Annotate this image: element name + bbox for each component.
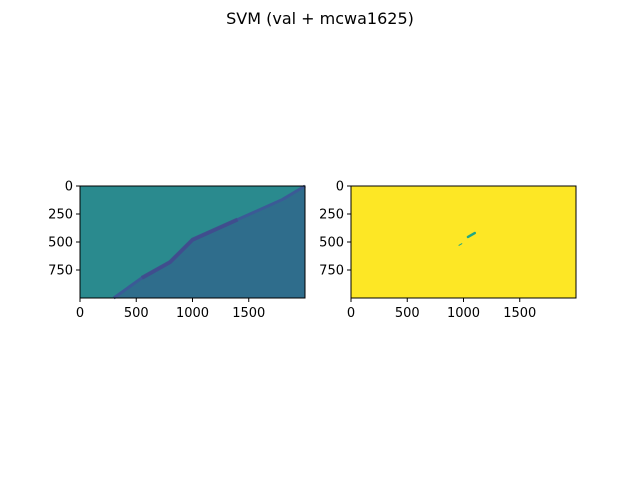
- left-y-tick-label: 250: [48, 208, 73, 223]
- right-y-tick-label: 750: [319, 264, 344, 279]
- right-y-tick-label: 250: [319, 208, 344, 223]
- right-heatmap-feature-segment: [466, 231, 476, 239]
- left-heatmap-region: [113, 186, 305, 298]
- right-heatmap-image: [351, 186, 576, 298]
- right-y-ticks: 0 250 500 750: [319, 180, 351, 279]
- right-y-tick-label: 0: [336, 180, 344, 195]
- right-heatmap-panel: 0 500 1000 1500 0 250 500 750: [319, 180, 577, 321]
- right-y-tick-label: 500: [319, 236, 344, 251]
- right-x-tick-label: 0: [347, 306, 355, 321]
- left-x-tick-label: 1500: [232, 306, 265, 321]
- right-x-tick-label: 1000: [447, 306, 480, 321]
- left-y-ticks: 0 250 500 750: [48, 180, 80, 279]
- right-x-ticks: 0 500 1000 1500: [347, 298, 536, 321]
- left-x-tick-label: 1000: [176, 306, 209, 321]
- left-heatmap-image: [80, 184, 306, 300]
- figure-title: SVM (val + mcwa1625): [226, 9, 414, 28]
- left-x-tick-label: 500: [124, 306, 149, 321]
- right-x-tick-label: 500: [395, 306, 420, 321]
- left-heatmap-panel: 0 500 1000 1500 0 250 500 750: [48, 180, 306, 321]
- left-x-tick-label: 0: [76, 306, 84, 321]
- right-heatmap-background: [351, 186, 576, 298]
- right-heatmap-feature-segment: [458, 243, 463, 246]
- left-y-tick-label: 500: [48, 236, 73, 251]
- left-x-ticks: 0 500 1000 1500: [76, 298, 265, 321]
- left-heatmap-feature-dark: [140, 217, 239, 280]
- left-y-tick-label: 0: [65, 180, 73, 195]
- left-y-tick-label: 750: [48, 264, 73, 279]
- right-x-tick-label: 1500: [503, 306, 536, 321]
